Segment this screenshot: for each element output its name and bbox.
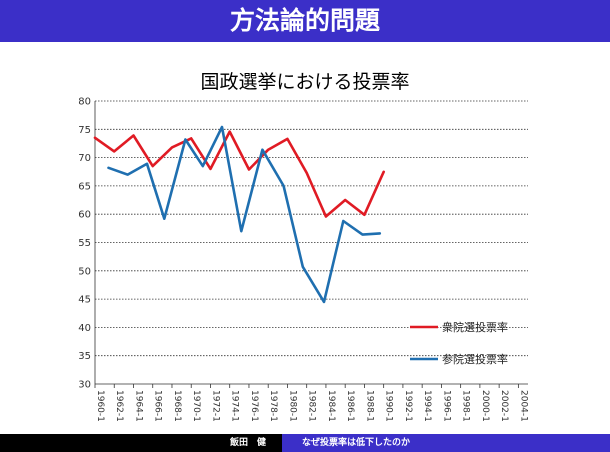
x-tick-label: 1964-1 (133, 390, 143, 422)
slide-header: 方法論的問題 (0, 0, 610, 42)
x-tick-label: 1988-1 (364, 390, 374, 422)
y-tick-label: 80 (78, 97, 91, 108)
x-tick-label: 1960-1 (95, 390, 105, 422)
chart-series (93, 125, 386, 304)
x-tick-label: 1982-1 (307, 390, 317, 422)
x-tick-label: 1972-1 (210, 390, 220, 422)
y-tick-label: 50 (78, 266, 91, 277)
x-tick-label: 1994-1 (422, 390, 432, 422)
y-tick-label: 65 (78, 181, 91, 192)
x-tick-label: 1968-1 (172, 390, 182, 422)
slide-footer: 飯田 健 なぜ投票率は低下したのか (0, 434, 610, 452)
x-tick-label: 1986-1 (345, 390, 355, 422)
x-axis-ticks: 1960-1 1962-1 1964-1 1966-1 1968-1 1970-1 1972… (94, 384, 528, 422)
turnout-line-chart: 国政選挙における投票率 30 35 40 45 50 55 60 65 70 75 80 1960-… (78, 71, 528, 422)
legend-label: 衆院選投票率 (442, 320, 508, 334)
x-tick-label: 1990-1 (384, 390, 394, 422)
x-tick-label: 1978-1 (268, 390, 278, 422)
x-tick-label: 1962-1 (114, 390, 124, 422)
x-tick-label: 1976-1 (249, 390, 259, 422)
y-tick-label: 45 (78, 295, 91, 306)
series-line-1 (93, 130, 386, 218)
x-tick-label: 1984-1 (326, 390, 336, 422)
x-tick-label: 1970-1 (191, 390, 201, 422)
footer-subtitle: なぜ投票率は低下したのか (282, 434, 610, 452)
y-axis-ticks: 30 35 40 45 50 55 60 65 70 75 80 (78, 97, 91, 391)
y-tick-label: 40 (78, 323, 91, 334)
x-tick-label: 2000-1 (480, 390, 490, 422)
x-tick-label: 1980-1 (287, 390, 297, 422)
x-tick-label: 1996-1 (441, 390, 451, 422)
y-tick-label: 35 (78, 351, 91, 362)
x-tick-label: 1966-1 (153, 390, 163, 422)
y-tick-label: 70 (78, 153, 91, 164)
x-tick-label: 1992-1 (403, 390, 413, 422)
y-tick-label: 75 (78, 125, 91, 136)
y-tick-label: 30 (78, 380, 91, 391)
y-tick-label: 60 (78, 210, 91, 221)
x-tick-label: 1998-1 (461, 390, 471, 422)
legend-label: 参院選投票率 (442, 352, 508, 366)
x-tick-label: 2004-1 (518, 390, 528, 422)
x-tick-label: 2002-1 (499, 390, 509, 422)
series-line-2 (107, 125, 382, 304)
chart-grid (94, 100, 528, 385)
slide-title: 方法論的問題 (229, 6, 380, 35)
chart-title: 国政選挙における投票率 (200, 71, 409, 93)
x-tick-label: 1974-1 (230, 390, 240, 422)
y-tick-label: 55 (78, 238, 91, 249)
footer-author: 飯田 健 (0, 434, 282, 452)
